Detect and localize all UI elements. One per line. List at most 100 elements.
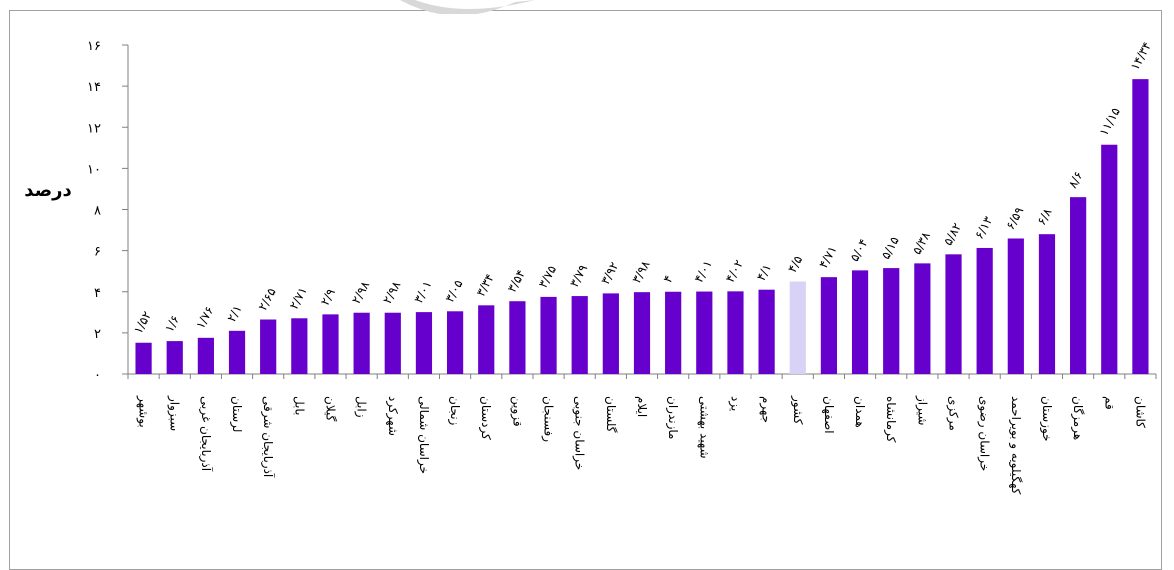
bar — [883, 268, 900, 374]
bar — [415, 312, 433, 374]
category-label: مرکزی — [946, 396, 961, 431]
category-label: جهرم — [759, 396, 774, 423]
data-label: ۵/۳۸ — [910, 229, 934, 257]
data-label: ۳/۵۴ — [505, 267, 528, 294]
category-label: شیراز — [914, 395, 929, 425]
bar — [789, 281, 806, 374]
category-label: مازندران — [665, 396, 680, 439]
data-label: ۲/۹۸ — [349, 278, 373, 306]
data-label: ۴/۰۲ — [723, 258, 746, 285]
data-label: ۲/۱ — [224, 303, 244, 325]
bar — [1007, 238, 1024, 374]
data-label: ۱۱/۱۵ — [1097, 105, 1123, 138]
category-label: زابل — [354, 396, 369, 418]
data-label: ۴/۵ — [785, 253, 805, 275]
bar — [914, 263, 931, 374]
category-label: خراسان شمالی — [416, 396, 431, 474]
bar — [633, 292, 651, 374]
category-label: هرمزگان — [1070, 396, 1085, 440]
category-label: گیلان — [323, 396, 337, 422]
bar — [696, 291, 713, 374]
data-label: ۱۴/۳۴ — [1128, 40, 1154, 73]
y-tick-label: ۶ — [94, 245, 101, 260]
data-label: ۶/۵۹ — [1003, 205, 1026, 232]
data-label: ۳/۰۵ — [442, 277, 465, 304]
category-label: قم — [1102, 396, 1116, 410]
bar — [602, 293, 619, 374]
data-label: ۴ — [660, 273, 675, 285]
category-label: اصفهان — [822, 396, 836, 434]
bar — [540, 296, 557, 374]
data-label: ۳/۷۹ — [567, 262, 590, 289]
bar — [135, 342, 152, 374]
category-label: همدان — [853, 396, 867, 428]
category-label: کرمانشاه — [883, 396, 898, 443]
data-label: ۱/۶ — [162, 313, 182, 335]
category-label: یزد — [727, 396, 742, 411]
bar — [820, 277, 838, 374]
y-tick-label: ۱۰ — [87, 162, 101, 177]
data-label: ۴/۰۱ — [692, 258, 715, 285]
category-label: خراسان رضوی — [977, 396, 992, 471]
data-label: ۵/۸۲ — [941, 221, 964, 248]
data-label: ۴/۱ — [754, 262, 774, 284]
category-label: لرستان — [229, 396, 244, 432]
category-label: آذربایجان شرقی — [260, 396, 276, 478]
bar — [322, 314, 339, 374]
bar — [851, 270, 869, 374]
category-label: شهرکرد — [385, 396, 400, 436]
data-label: ۱/۷۶ — [193, 304, 216, 331]
bar — [1070, 197, 1087, 374]
data-label: ۶/۸ — [1034, 206, 1055, 228]
bar — [1132, 79, 1149, 374]
top-decoration — [400, 0, 535, 14]
data-label: ۱/۵۲ — [131, 309, 154, 336]
data-label: ۲/۷۱ — [287, 284, 310, 311]
bar — [260, 319, 277, 374]
category-label: شهید بهشتی — [697, 396, 711, 459]
y-tick-label: ۲ — [94, 327, 101, 342]
data-label: ۳/۰۱ — [411, 278, 434, 305]
bars — [135, 79, 1149, 374]
bar — [446, 311, 464, 374]
category-label: سبزوار — [167, 395, 182, 431]
bar-chart: ۰ ۲ ۴ ۶ ۸ ۱۰ ۱۲ ۱۴ ۱۶ ۱/۵۲ ۱/۶ ۱/۷۶ ۲/۱ ۲/۶۵ ۲/۷۱ ۲/۹ ۲… — [24, 39, 1157, 495]
data-label: ۶/۱۳ — [972, 214, 996, 242]
data-labels: ۱/۵۲ ۱/۶ ۱/۷۶ ۲/۱ ۲/۶۵ ۲/۷۱ ۲/۹ ۲/۹۸ ۲/۹۸ ۳/۰۱ ۳/۰… — [131, 40, 1154, 337]
y-tick-label: ۴ — [94, 286, 101, 301]
bar — [976, 247, 993, 374]
bar — [665, 291, 682, 374]
category-label: کاشان — [1133, 396, 1147, 428]
y-tick-label: ۸ — [94, 204, 101, 219]
bar — [197, 337, 214, 374]
data-label: ۴/۷۱ — [816, 243, 839, 270]
bar — [1101, 144, 1118, 374]
category-label: بابل — [292, 396, 306, 415]
category-label: قزوین — [509, 396, 524, 427]
y-axis-label: درصد — [24, 180, 71, 201]
bar — [228, 330, 246, 374]
bar — [478, 305, 495, 374]
data-label: ۳/۷۵ — [536, 263, 559, 290]
category-label: بوشهر — [136, 395, 151, 428]
bar — [945, 254, 962, 374]
category-labels: بوشهر سبزوار آذربایجان غربی لرستان آذربایجان… — [136, 395, 1148, 495]
data-label: ۲/۶۵ — [255, 286, 278, 313]
category-label: کردستان — [478, 396, 493, 440]
bar — [509, 301, 526, 374]
data-label: ۵/۱۵ — [878, 234, 901, 261]
y-tick-label: ۱۴ — [87, 80, 101, 95]
bar — [1038, 234, 1056, 374]
category-label: کشور — [790, 395, 805, 425]
category-label: زنجان — [447, 396, 462, 426]
category-label: رفسنجان — [541, 396, 556, 442]
category-label: خراسان جنوبی — [572, 396, 587, 470]
bar — [353, 312, 370, 374]
category-label: ایلام — [635, 396, 649, 417]
bar — [384, 312, 401, 374]
bar — [571, 296, 588, 374]
y-tick-label: ۱۶ — [87, 39, 101, 54]
bar — [166, 341, 183, 374]
data-label: ۲/۹ — [318, 286, 338, 308]
data-label: ۳/۳۴ — [474, 272, 497, 299]
